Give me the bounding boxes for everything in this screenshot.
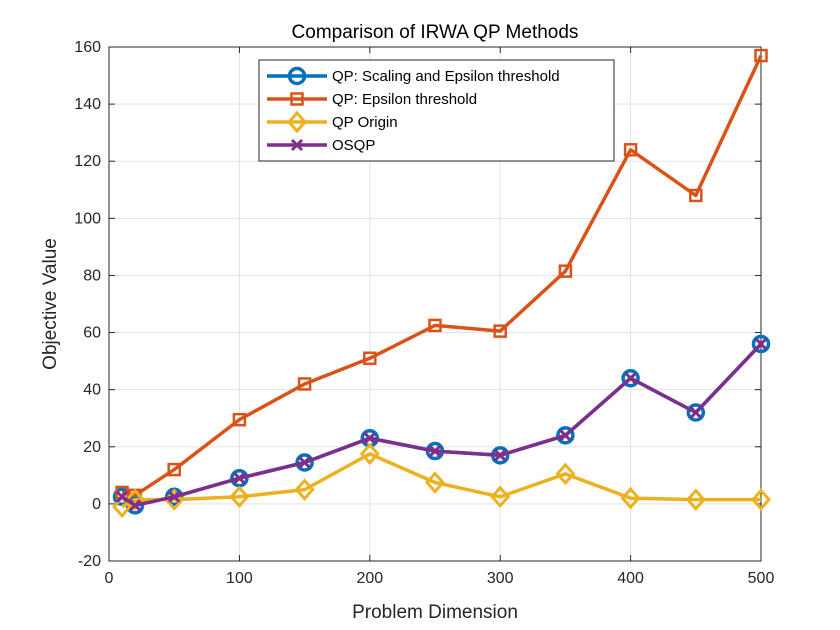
legend-entry: QP: Scaling and Epsilon threshold [267, 66, 560, 86]
y-tick-label: 0 [92, 496, 101, 513]
x-axis-label: Problem Dimension [352, 602, 518, 623]
x-tick-label: 200 [356, 570, 383, 587]
data-point [689, 406, 702, 419]
data-point [620, 486, 641, 510]
data-point [363, 432, 376, 445]
legend-label: QP Origin [332, 114, 398, 131]
data-point [556, 426, 575, 445]
y-tick-label: 80 [83, 267, 101, 284]
legend-label: QP: Scaling and Epsilon threshold [332, 68, 560, 85]
data-point [558, 264, 573, 278]
x-tick-label: 100 [226, 570, 253, 587]
data-point [493, 324, 507, 338]
data-point [685, 488, 706, 511]
data-point [555, 462, 576, 486]
legend-label: QP: Epsilon threshold [332, 91, 477, 108]
data-point [233, 472, 246, 485]
data-point [297, 377, 312, 391]
data-point [686, 403, 706, 422]
y-tick-label: 60 [83, 325, 101, 342]
data-point [428, 445, 442, 458]
data-point [298, 456, 311, 469]
y-tick-label: 120 [74, 153, 101, 170]
data-point [490, 485, 511, 509]
y-tick-label: -20 [78, 553, 101, 570]
data-point [363, 351, 377, 366]
data-point [295, 453, 314, 472]
data-point [624, 372, 637, 385]
legend-marker [290, 138, 304, 152]
legend: QP: Scaling and Epsilon threshold QP: Eps… [258, 59, 615, 162]
data-point [494, 449, 507, 462]
x-tick-label: 300 [487, 570, 514, 587]
data-point [112, 495, 133, 519]
data-point [168, 490, 181, 503]
y-tick-label: 20 [83, 439, 101, 456]
data-point [689, 188, 703, 203]
data-point [359, 442, 380, 466]
data-point [754, 48, 768, 63]
axes-box [108, 46, 762, 562]
data-point [294, 478, 315, 501]
y-tick-label: 100 [74, 210, 101, 227]
legend-entry: OSQP [267, 137, 375, 154]
data-point [559, 429, 572, 442]
data-point [229, 485, 250, 509]
data-point [754, 337, 768, 351]
legend-marker [286, 110, 308, 134]
y-tick-label: 160 [74, 39, 101, 56]
data-point [424, 471, 446, 494]
data-point [751, 334, 771, 354]
legend-marker [287, 66, 307, 86]
legend-marker [290, 92, 304, 106]
legend-entry: QP Origin [267, 110, 398, 134]
series-4 [115, 337, 768, 512]
data-point [115, 490, 129, 503]
x-tick-label: 500 [748, 570, 775, 587]
data-point [623, 143, 638, 157]
data-point [750, 488, 772, 511]
x-tick-label: 0 [105, 570, 114, 587]
y-tick-label: 140 [74, 96, 101, 113]
data-point [129, 499, 142, 512]
y-tick-label: 40 [83, 382, 101, 399]
x-tick-label: 400 [617, 570, 644, 587]
series-layer [112, 48, 772, 519]
data-point [232, 412, 247, 427]
data-point [125, 488, 146, 511]
data-point [167, 462, 181, 477]
series-line [121, 342, 763, 508]
legend-label: OSQP [332, 137, 375, 154]
series-2 [115, 48, 768, 503]
legend-entry: QP: Epsilon threshold [267, 91, 477, 108]
data-point [428, 318, 442, 333]
chart-title: Comparison of IRWA QP Methods [292, 22, 579, 43]
data-point [621, 368, 640, 388]
y-axis-label: Objective Value [40, 238, 61, 370]
